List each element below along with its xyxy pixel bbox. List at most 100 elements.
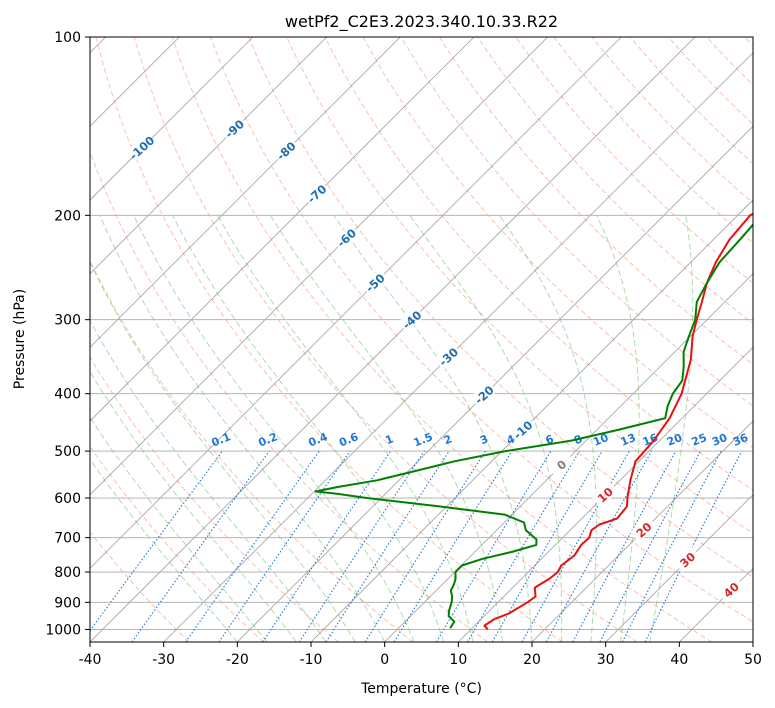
- isotherm-line: [90, 37, 622, 569]
- isotherm-label-bg: [629, 516, 657, 543]
- dry-adiabat-line: [400, 37, 753, 407]
- mixing-ratio-line: [435, 450, 552, 642]
- isotherm-label-bg: [272, 137, 300, 164]
- x-tick-label: 0: [380, 652, 389, 668]
- dry-adiabat-line: [95, 37, 563, 642]
- y-tick-label: 800: [54, 565, 81, 581]
- moist-adiabat-line: [133, 215, 415, 642]
- dry-adiabat-line: [90, 445, 264, 642]
- background-lines: [90, 37, 753, 642]
- x-axis-label: Temperature (°C): [360, 681, 482, 697]
- isotherm-line: [310, 199, 753, 642]
- dry-adiabat-line: [438, 37, 753, 366]
- mixing-ratio-label: 2: [442, 432, 454, 447]
- x-tick-label: -20: [226, 652, 249, 668]
- chart-title: wetPf2_C2E3.2023.340.10.33.R22: [285, 12, 558, 32]
- isotherm-label-bg: [508, 416, 536, 443]
- mixing-ratio-label: 30: [710, 431, 729, 449]
- isotherm-line: [163, 52, 753, 642]
- isotherm-label-bg: [127, 134, 155, 161]
- isotherm-label-bg: [470, 381, 498, 408]
- isotherm-line: [237, 125, 753, 642]
- y-tick-label: 900: [54, 595, 81, 611]
- mixing-ratio-label: 13: [619, 431, 638, 449]
- mixing-ratio-label: 20: [665, 431, 684, 449]
- dry-adiabat-line: [324, 37, 753, 491]
- axes: -40 -30 -20 -10 0 10 20 30 40 50 100 200 300 400 500 60…: [45, 30, 762, 668]
- isotherm-line: [90, 37, 254, 201]
- dry-adiabat-line: [210, 37, 753, 623]
- x-tick-label: -40: [79, 652, 102, 668]
- dry-adiabat-line: [171, 37, 712, 642]
- isotherm-line: [90, 37, 327, 275]
- mixing-ratio-line: [131, 450, 270, 642]
- isotherm-label-bg: [547, 451, 575, 478]
- moist-adiabat-line: [499, 215, 597, 642]
- isotherm-line: [90, 37, 548, 496]
- isotherm-line: [531, 420, 753, 642]
- x-tick-label: 30: [597, 652, 615, 668]
- mixing-ratio-line: [262, 450, 392, 642]
- moist-adiabat-line: [90, 458, 238, 642]
- x-tick-label: -30: [152, 652, 175, 668]
- mixing-ratio-line: [218, 450, 351, 642]
- dry-adiabat-line: [90, 356, 339, 642]
- mixing-ratio-line: [644, 450, 743, 642]
- sounding-profiles: [314, 212, 753, 631]
- dry-adiabat-line: [90, 531, 190, 642]
- isotherm-label-bg: [361, 269, 389, 296]
- x-tick-label: -10: [300, 652, 323, 668]
- moist-adiabat-line: [90, 319, 327, 642]
- isotherm-label-bg: [434, 343, 462, 370]
- y-tick-label: 400: [54, 387, 81, 403]
- x-tick-label: 40: [670, 652, 688, 668]
- dry-adiabat-line: [133, 37, 638, 642]
- plot-frame: [89, 36, 754, 643]
- y-tick-label: 300: [54, 313, 81, 329]
- isotherm-line: [90, 37, 475, 422]
- y-tick-label: 600: [54, 491, 81, 507]
- x-tick-label: 20: [523, 652, 541, 668]
- moist-adiabat-line: [90, 416, 268, 642]
- isotherm-label-bg: [673, 546, 701, 573]
- mixing-ratio-line: [599, 450, 701, 642]
- y-tick-label: 200: [54, 208, 81, 224]
- mixing-ratio-label: 3: [478, 432, 490, 447]
- y-axis-label: Pressure (hPa): [12, 289, 28, 389]
- mixing-ratio-line: [393, 450, 513, 642]
- mixing-ratio-label: 36: [731, 431, 750, 449]
- moist-adiabat-line: [596, 215, 640, 642]
- mixing-ratio-label: 1: [383, 432, 395, 447]
- dry-adiabat-line: [90, 150, 488, 642]
- moist-adiabat-line: [333, 215, 533, 642]
- moist-adiabat-line: [270, 215, 503, 642]
- isotherm-label-bg: [397, 306, 425, 333]
- isotherm-label-bg: [591, 481, 619, 508]
- isotherm-line: [90, 37, 696, 642]
- mixing-ratio-label: 16: [641, 431, 660, 449]
- y-tick-label: 1000: [45, 622, 81, 638]
- x-tick-label: 50: [744, 652, 762, 668]
- isotherm-label-bg: [332, 224, 360, 251]
- isotherm-line: [90, 37, 401, 348]
- isotherm-line: [458, 346, 753, 642]
- temperature-profile-line: [483, 212, 753, 631]
- dry-adiabat-line: [515, 37, 753, 284]
- mixing-ratio-line: [621, 450, 722, 642]
- isotherm-label-bg: [302, 180, 330, 207]
- mixing-ratio-line: [572, 450, 677, 642]
- isotherm-label-bg: [717, 576, 745, 603]
- mixing-ratio-line: [298, 450, 425, 642]
- mixing-ratio-line: [325, 450, 450, 642]
- y-tick-label: 700: [54, 531, 81, 547]
- x-tick-label: 10: [449, 652, 467, 668]
- mixing-ratio-line: [90, 450, 223, 632]
- dry-adiabat-line: [248, 37, 753, 578]
- moist-adiabat-line: [409, 215, 563, 642]
- y-tick-label: 500: [54, 444, 81, 460]
- isotherm-line: [605, 494, 753, 642]
- mixing-ratio-label: 25: [690, 431, 709, 449]
- isotherm-label-bg: [220, 115, 248, 142]
